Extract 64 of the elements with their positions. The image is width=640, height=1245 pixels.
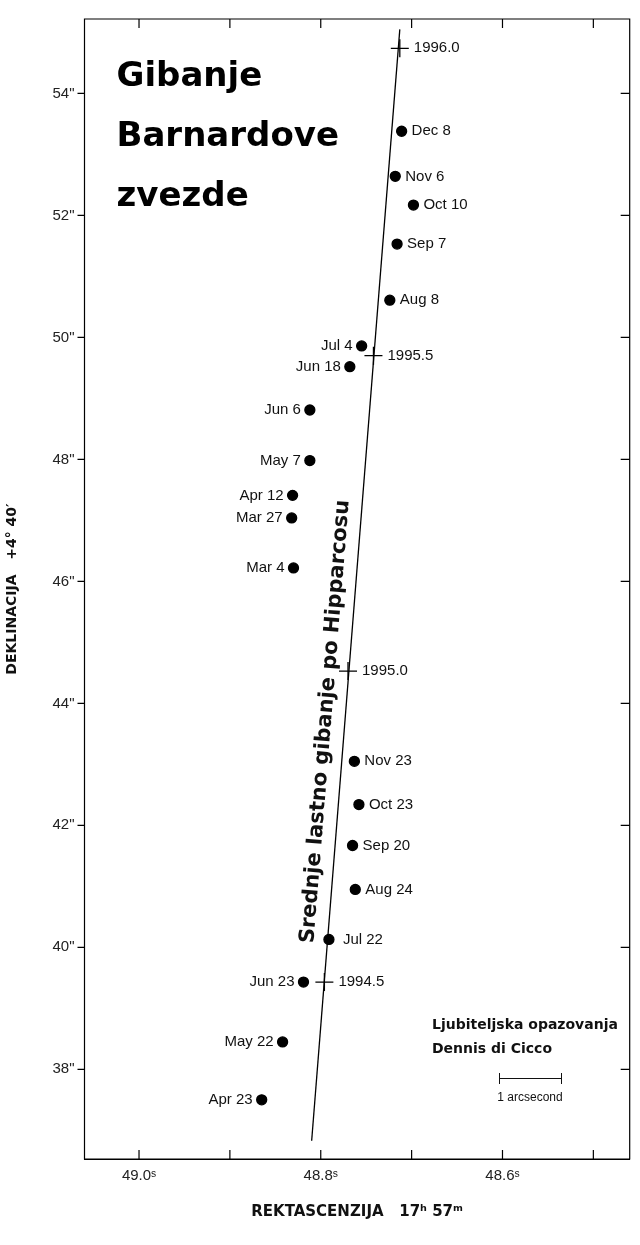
point	[349, 883, 361, 896]
point	[407, 199, 420, 211]
annotation: 1994.5	[338, 972, 385, 990]
annotation: Jun 18	[295, 356, 341, 374]
point	[338, 661, 358, 681]
annotation: May 7	[259, 450, 301, 468]
annotation: May 22	[224, 1032, 274, 1050]
point	[390, 38, 410, 58]
annotation: Jun 6	[264, 400, 301, 418]
point	[348, 755, 361, 767]
annotation: Oct 10	[423, 195, 468, 213]
annotation: 1995.0	[362, 661, 408, 679]
annotation: Sep 7	[407, 234, 447, 252]
point	[346, 839, 359, 852]
point	[287, 562, 300, 574]
y-axis-title: DEKLINACIJA +4° 40′	[3, 503, 20, 675]
point	[384, 294, 396, 306]
annotation: 1995.5	[387, 345, 434, 363]
annotation: Apr 12	[239, 485, 284, 503]
annotation: Mar 27	[235, 508, 283, 526]
point	[286, 512, 298, 524]
annotation: Nov 6	[405, 166, 445, 184]
x-tick-label: 48.6ˢ	[485, 1166, 520, 1184]
point	[391, 238, 403, 250]
annotation: Aug 8	[399, 290, 440, 308]
point	[304, 404, 316, 416]
annotation: Jun 23	[249, 972, 295, 990]
y-tick-label: 54"	[52, 83, 75, 101]
y-tick-label: 50"	[52, 327, 75, 345]
y-tick-label: 38"	[52, 1059, 75, 1077]
text: Gibanje Barnardove zvezde	[116, 54, 339, 214]
annotation: Jul 4	[320, 336, 353, 354]
point	[344, 361, 356, 373]
y-tick-label: 40"	[52, 937, 75, 955]
annotation: Nov 23	[364, 751, 412, 769]
annotation: 1 arcsecond	[497, 1090, 563, 1104]
annotation: Jul 22	[342, 929, 383, 947]
annotation: Oct 23	[368, 794, 414, 812]
point	[355, 340, 368, 352]
annotation: Apr 23	[208, 1089, 253, 1107]
annotation: Dennis di Cicco	[432, 1040, 553, 1056]
y-tick-label: 48"	[52, 449, 75, 467]
point	[297, 976, 310, 988]
point	[323, 933, 335, 946]
y-tick-label: 52"	[52, 205, 75, 223]
annotation: 1996.0	[413, 38, 460, 56]
annotation: Mar 4	[246, 558, 285, 576]
annotation: Ljubiteljska opazovanja	[432, 1016, 618, 1032]
y-tick-label: 46"	[52, 571, 75, 589]
point	[276, 1036, 289, 1048]
point	[304, 454, 316, 467]
y-tick-label: 42"	[52, 815, 75, 833]
annotation: Aug 24	[365, 879, 413, 897]
x-tick-label: 49.0ˢ	[121, 1166, 157, 1184]
point	[256, 1094, 268, 1106]
x-tick-label: 48.8ˢ	[303, 1166, 338, 1184]
point	[395, 125, 408, 137]
y-tick-label: 44"	[52, 693, 75, 711]
point	[286, 489, 299, 502]
x-axis-title: REKTASCENZIJA 17ʰ 57ᵐ	[251, 1201, 464, 1220]
annotation: Sep 20	[362, 835, 411, 853]
point	[389, 170, 401, 183]
annotation: Dec 8	[411, 121, 451, 139]
point	[353, 798, 365, 811]
